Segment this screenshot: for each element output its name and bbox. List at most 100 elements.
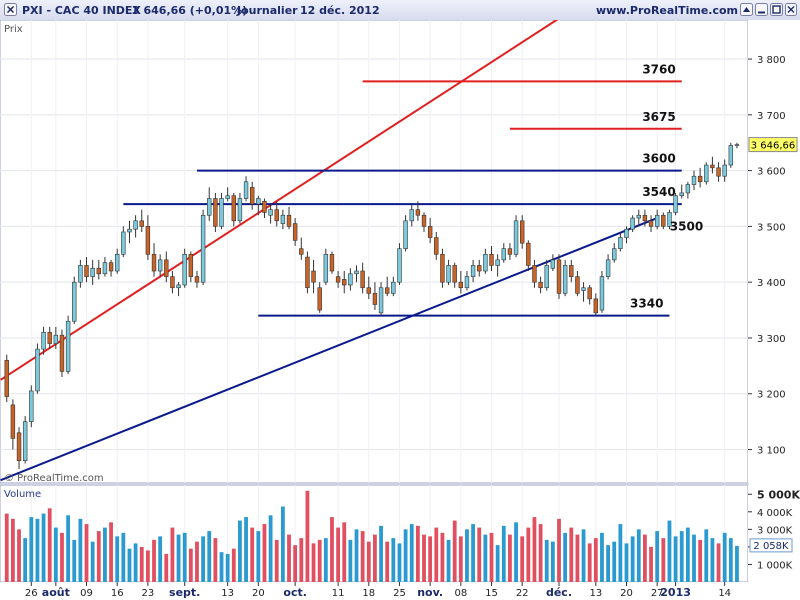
volume-bar: [366, 541, 371, 582]
candle-body: [519, 220, 525, 244]
level-label: 3540: [642, 185, 675, 199]
volume-bar: [213, 538, 218, 582]
candle-body: [366, 287, 371, 294]
candle-body: [96, 267, 101, 275]
price-pane[interactable]: [0, 20, 749, 484]
candle-body: [421, 214, 427, 227]
candle-body: [501, 248, 506, 261]
candle: [65, 315, 71, 375]
candle-body: [415, 209, 421, 216]
minimize-icon[interactable]: [755, 3, 768, 16]
symbol-title: PXI - CAC 40 INDEX: [22, 4, 141, 17]
expand-icon[interactable]: [740, 3, 753, 16]
volume-bar: [673, 536, 678, 582]
candle: [587, 284, 592, 305]
level-labels: 3760 3675 3600 3540 3500 3340: [630, 62, 703, 310]
time-tick-label: 13: [221, 588, 234, 599]
candle: [673, 192, 678, 216]
level-label: 3600: [642, 152, 675, 166]
volume-bar: [109, 522, 113, 582]
candle: [464, 271, 470, 291]
candle-body: [483, 253, 488, 272]
volume-bar: [287, 534, 291, 582]
candle-body: [495, 259, 500, 266]
candle-body: [90, 267, 95, 277]
candle-body: [256, 198, 261, 205]
volume-bar: [385, 541, 390, 582]
time-tick-label: nov.: [417, 586, 443, 599]
volume-bar: [391, 538, 396, 582]
candle-body: [317, 287, 322, 311]
site-url[interactable]: www.ProRealTime.com: [595, 4, 738, 17]
price-tick-label: 3 600: [757, 167, 786, 178]
volume-bar: [139, 546, 144, 582]
volume-bar: [685, 527, 690, 582]
candle: [4, 354, 9, 403]
candle: [556, 254, 562, 299]
volume-bar: [274, 539, 279, 582]
candle-body: [391, 281, 396, 294]
level-label: 3500: [670, 219, 703, 233]
candle: [305, 251, 310, 294]
time-axis[interactable]: [0, 582, 800, 600]
candle: [495, 254, 500, 277]
candle: [243, 176, 249, 202]
candle-body: [108, 262, 114, 272]
volume-bar: [520, 536, 525, 582]
volume-bar: [238, 520, 242, 582]
candle: [691, 170, 697, 191]
candle-body: [145, 226, 151, 255]
candle: [489, 245, 494, 272]
volume-bar: [299, 538, 304, 582]
volume-bar: [587, 543, 592, 582]
candle-body: [679, 192, 684, 197]
time-tick-label: 18: [362, 588, 375, 599]
watermark: © ProRealTime.com: [4, 473, 104, 484]
period-label: Journalier: [237, 4, 298, 17]
volume-bar: [342, 522, 347, 582]
volume-bar: [4, 513, 9, 582]
candle: [415, 201, 421, 221]
volume-bar: [409, 524, 414, 582]
volume-bar: [501, 525, 506, 582]
volume-bar: [96, 531, 101, 582]
candle-body: [464, 276, 470, 289]
maximize-icon[interactable]: [770, 3, 783, 16]
candle-body: [378, 287, 384, 314]
candle-body: [139, 220, 144, 227]
close-icon[interactable]: [4, 3, 17, 16]
candle-body: [249, 187, 255, 205]
current-price-label: 3 646,66: [751, 141, 796, 152]
price-tick-label: 3 500: [757, 222, 786, 233]
candle-body: [434, 237, 439, 255]
volume-bar: [575, 534, 580, 582]
candle: [470, 259, 476, 283]
volume-bar: [489, 532, 494, 582]
candle-body: [452, 265, 457, 283]
candle-body: [170, 276, 175, 289]
current-volume-marker: 2 058K: [749, 538, 793, 553]
close-window-icon[interactable]: [785, 3, 797, 16]
candle: [519, 215, 525, 249]
price-axis[interactable]: [748, 20, 800, 483]
candle-body: [697, 175, 703, 183]
time-tick-label: 14: [718, 588, 731, 599]
candle-body: [630, 217, 635, 230]
volume-bar: [23, 538, 28, 582]
volume-bar: [415, 525, 420, 582]
current-price-marker: 3 646,66: [748, 137, 798, 153]
candle: [391, 276, 396, 297]
volume-bar: [354, 529, 359, 582]
chart-canvas[interactable]: 3760 3675 3600 3540 3500 3340 Prix © ProRealT…: [0, 20, 800, 600]
candle: [114, 248, 120, 274]
volume-axis[interactable]: [748, 485, 800, 582]
candle-body: [311, 270, 316, 283]
candle-body: [4, 359, 9, 397]
volume-bar: [428, 536, 433, 582]
candle-body: [489, 253, 494, 266]
candle: [249, 181, 255, 210]
volume-bar: [330, 517, 334, 582]
candle-body: [348, 273, 353, 286]
candle-body: [10, 404, 16, 439]
price-tick-label: 3 400: [757, 278, 786, 289]
